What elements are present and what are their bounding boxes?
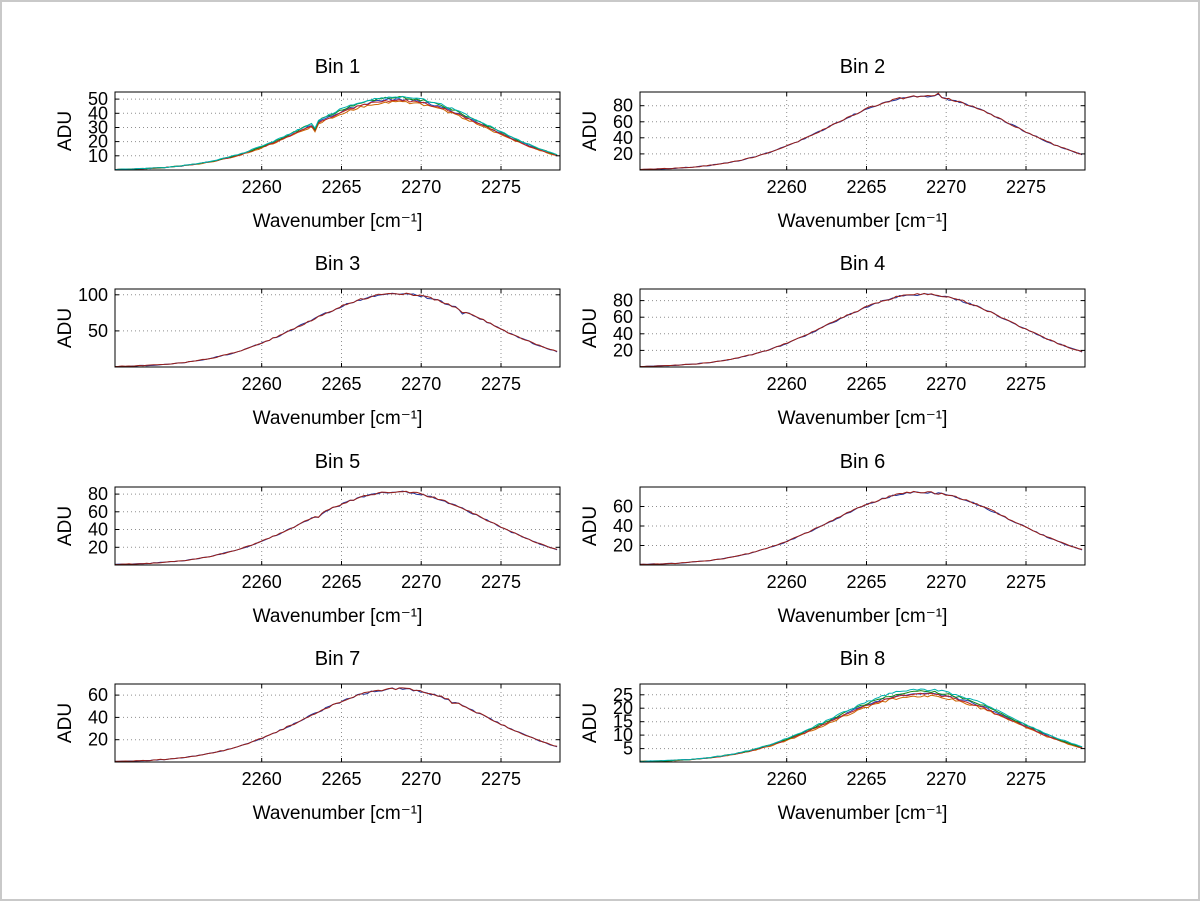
svg-text:2260: 2260 (767, 374, 807, 394)
svg-text:40: 40 (613, 516, 633, 536)
svg-text:30: 30 (88, 118, 108, 138)
x-axis-label: Wavenumber [cm⁻¹] (252, 606, 423, 627)
svg-text:2270: 2270 (401, 374, 441, 394)
svg-text:2270: 2270 (926, 572, 966, 592)
x-axis-label: Wavenumber [cm⁻¹] (777, 803, 948, 824)
svg-text:2260: 2260 (242, 177, 282, 197)
x-axis-label: Wavenumber [cm⁻¹] (777, 408, 948, 429)
svg-text:20: 20 (88, 132, 108, 152)
svg-text:40: 40 (88, 103, 108, 123)
svg-text:2260: 2260 (242, 769, 282, 789)
svg-text:100: 100 (78, 285, 108, 305)
svg-text:2265: 2265 (321, 374, 361, 394)
subplot-bin-7: Bin 7 ADU 20 40 60 2260 2265 2270 2275 Wavenum… (55, 648, 561, 824)
svg-text:2275: 2275 (1006, 374, 1046, 394)
svg-text:2275: 2275 (481, 769, 521, 789)
x-axis-label: Wavenumber [cm⁻¹] (252, 803, 423, 824)
svg-text:2265: 2265 (846, 769, 886, 789)
svg-text:2265: 2265 (846, 177, 886, 197)
x-axis-label: Wavenumber [cm⁻¹] (777, 606, 948, 627)
plot-title: Bin 8 (839, 648, 886, 670)
plot-title: Bin 1 (314, 56, 361, 78)
svg-text:20: 20 (88, 730, 108, 750)
subplot-bin-6: Bin 6 ADU 20 40 60 2260 2265 2270 2275 Wavenum… (580, 451, 1086, 627)
subplot-bin-1: Bin 1 ADU 10 20 30 40 50 2260 2265 2270 2275 Wav… (55, 56, 561, 232)
svg-text:10: 10 (613, 725, 633, 745)
svg-text:20: 20 (613, 144, 633, 164)
svg-text:60: 60 (613, 307, 633, 327)
svg-text:20: 20 (613, 698, 633, 718)
svg-text:2270: 2270 (926, 177, 966, 197)
svg-text:2265: 2265 (846, 374, 886, 394)
plot-title: Bin 5 (314, 451, 361, 473)
svg-text:40: 40 (88, 707, 108, 727)
svg-text:40: 40 (613, 324, 633, 344)
svg-text:60: 60 (613, 112, 633, 132)
subplot-bin-2: Bin 2 ADU 20 40 60 80 2260 2265 2270 2275 Waven… (580, 56, 1086, 232)
x-axis-label: Wavenumber [cm⁻¹] (252, 211, 423, 232)
svg-text:80: 80 (88, 484, 108, 504)
svg-text:20: 20 (613, 536, 633, 556)
svg-text:2260: 2260 (767, 177, 807, 197)
plot-title: Bin 3 (314, 253, 361, 275)
subplot-bin-3: Bin 3 ADU 50 100 2260 2265 2270 2275 Wavenumb… (55, 253, 561, 429)
plot-title: Bin 6 (839, 451, 886, 473)
svg-text:60: 60 (613, 497, 633, 517)
svg-text:2265: 2265 (321, 769, 361, 789)
svg-text:10: 10 (88, 146, 108, 166)
svg-text:2265: 2265 (846, 572, 886, 592)
svg-text:2275: 2275 (1006, 177, 1046, 197)
svg-text:2275: 2275 (481, 374, 521, 394)
subplot-bin-4: Bin 4 ADU 20 40 60 80 2260 2265 2270 2275 Waven… (580, 253, 1086, 429)
svg-text:2270: 2270 (926, 374, 966, 394)
svg-text:50: 50 (88, 89, 108, 109)
svg-text:2270: 2270 (926, 769, 966, 789)
svg-text:2265: 2265 (321, 177, 361, 197)
svg-text:2270: 2270 (401, 769, 441, 789)
svg-text:40: 40 (613, 128, 633, 148)
svg-text:15: 15 (613, 712, 633, 732)
subplot-bin-8: Bin 8 ADU 5 10 15 20 25 2260 2265 2270 2275 Wave… (580, 648, 1086, 824)
svg-text:20: 20 (613, 340, 633, 360)
plot-title: Bin 4 (839, 253, 886, 275)
svg-text:25: 25 (613, 685, 633, 705)
svg-text:2260: 2260 (242, 572, 282, 592)
svg-text:2275: 2275 (1006, 572, 1046, 592)
svg-text:2270: 2270 (401, 572, 441, 592)
x-axis-label: Wavenumber [cm⁻¹] (777, 211, 948, 232)
svg-text:2270: 2270 (401, 177, 441, 197)
svg-text:60: 60 (88, 502, 108, 522)
svg-text:80: 80 (613, 291, 633, 311)
svg-text:50: 50 (88, 321, 108, 341)
svg-text:2260: 2260 (767, 572, 807, 592)
svg-text:80: 80 (613, 96, 633, 116)
svg-text:20: 20 (88, 537, 108, 557)
svg-text:2265: 2265 (321, 572, 361, 592)
svg-text:60: 60 (88, 685, 108, 705)
svg-text:2275: 2275 (1006, 769, 1046, 789)
plot-title: Bin 2 (839, 56, 886, 78)
svg-text:2260: 2260 (767, 769, 807, 789)
plot-canvas-bin-3: 50 100 2260 2265 2270 2275 (78, 285, 561, 394)
svg-text:2275: 2275 (481, 177, 521, 197)
plot-title: Bin 7 (314, 648, 361, 670)
svg-text:5: 5 (623, 739, 633, 759)
svg-text:40: 40 (88, 520, 108, 540)
svg-text:2275: 2275 (481, 572, 521, 592)
svg-text:2260: 2260 (242, 374, 282, 394)
subplot-bin-5: Bin 5 ADU 20 40 60 80 2260 2265 2270 2275 Waven… (55, 451, 561, 627)
x-axis-label: Wavenumber [cm⁻¹] (252, 408, 423, 429)
